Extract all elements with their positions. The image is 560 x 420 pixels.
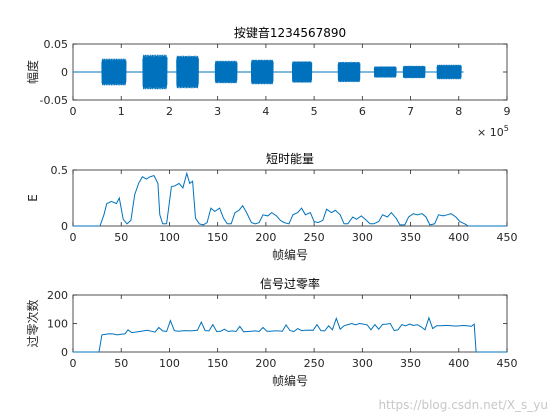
series-line xyxy=(73,171,507,227)
x-tick-label: 50 xyxy=(114,357,128,370)
y-tick-label: 200 xyxy=(47,289,68,302)
chart-title: 按键音1234567890 xyxy=(234,25,346,40)
x-tick-label: 250 xyxy=(304,231,325,244)
x-tick-label: 100 xyxy=(159,357,180,370)
y-tick-label: 0 xyxy=(61,346,68,359)
y-tick-label: 0.05 xyxy=(44,38,69,51)
x-tick-label: 7 xyxy=(407,105,414,118)
x-tick-label: 450 xyxy=(497,231,518,244)
x-tick-label: 0 xyxy=(70,105,77,118)
x-exponent-label: × 105 xyxy=(477,124,509,139)
x-tick-label: 3 xyxy=(214,105,221,118)
waveform-burst-10 xyxy=(436,64,462,80)
x-tick-label: 150 xyxy=(207,357,228,370)
x-tick-label: 6 xyxy=(359,105,366,118)
chart-3: 0 50 100 150 200 250 300 350 400 450 0 100 200 信号过零率过… xyxy=(25,276,518,388)
x-tick-label: 0 xyxy=(70,231,77,244)
x-tick-label: 200 xyxy=(255,357,276,370)
waveform-burst-2 xyxy=(142,54,168,90)
x-tick-label: 400 xyxy=(448,357,469,370)
plot-area xyxy=(72,169,508,227)
y-tick-label: 0 xyxy=(61,220,68,233)
waveform-burst-9 xyxy=(402,65,426,79)
x-axis-label: 帧编号 xyxy=(272,247,308,262)
x-tick-label: 400 xyxy=(448,231,469,244)
x-tick-label: 9 xyxy=(504,105,511,118)
waveform-burst-1 xyxy=(101,58,127,86)
x-tick-label: 8 xyxy=(455,105,462,118)
waveform-burst-8 xyxy=(373,66,397,78)
series-line xyxy=(73,316,507,353)
x-tick-label: 200 xyxy=(255,231,276,244)
x-tick-label: 100 xyxy=(159,231,180,244)
x-tick-label: 0 xyxy=(70,357,77,370)
waveform-burst-6 xyxy=(291,61,313,83)
chart-title: 信号过零率 xyxy=(260,276,320,291)
x-tick-label: 2 xyxy=(166,105,173,118)
chart-2: 0 50 100 150 200 250 300 350 400 450 0 0.5 短时能量 E 帧编号 xyxy=(26,152,518,262)
x-tick-label: 350 xyxy=(400,357,421,370)
y-tick-label: 0.5 xyxy=(51,164,69,177)
x-tick-label: 350 xyxy=(400,231,421,244)
x-tick-label: 250 xyxy=(304,357,325,370)
x-tick-label: 1 xyxy=(118,105,125,118)
x-tick-label: 300 xyxy=(352,231,373,244)
x-axis-label: 帧编号 xyxy=(272,373,308,388)
y-tick-label: -0.05 xyxy=(40,94,68,107)
waveform-burst-5 xyxy=(250,59,274,85)
waveform-burst-3 xyxy=(176,55,199,89)
chart-title: 短时能量 xyxy=(266,152,314,166)
waveform-burst-7 xyxy=(337,61,361,83)
y-axis-label: 过零次数 xyxy=(25,299,40,347)
y-tick-label: 100 xyxy=(47,318,68,331)
x-tick-label: 300 xyxy=(352,357,373,370)
x-tick-label: 150 xyxy=(207,231,228,244)
x-tick-label: 4 xyxy=(262,105,269,118)
x-tick-label: 5 xyxy=(311,105,318,118)
y-axis-label: 幅度 xyxy=(25,60,40,84)
x-tick-label: 50 xyxy=(114,231,128,244)
x-tick-label: 450 xyxy=(497,357,518,370)
plot-area xyxy=(72,294,508,353)
waveform-burst-4 xyxy=(214,60,238,84)
y-axis-label: E xyxy=(26,194,40,202)
watermark: https://blog.csdn.net/X_s_yu xyxy=(378,398,548,412)
y-tick-label: 0 xyxy=(61,66,68,79)
x-exponent-power: 5 xyxy=(504,124,509,133)
